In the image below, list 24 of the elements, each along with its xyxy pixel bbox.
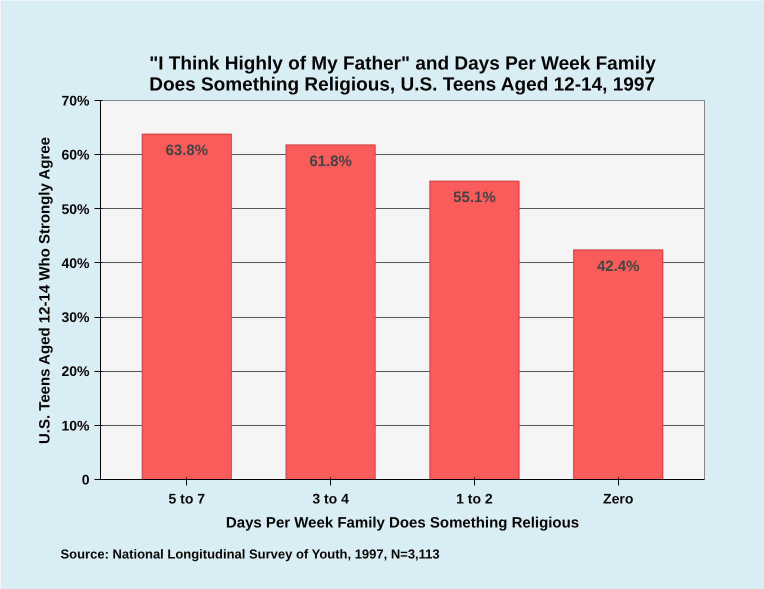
y-tick-label: 60%: [61, 146, 90, 163]
y-tick-label: 10%: [61, 417, 90, 434]
bar: [286, 144, 376, 480]
y-tick-label: 20%: [61, 363, 90, 380]
y-axis-title: U.S. Teens Aged 12-14 Who Strongly Agree: [36, 137, 54, 444]
bar: [573, 249, 664, 480]
data-label: 63.8%: [166, 142, 208, 160]
y-tick-label: 0: [82, 472, 90, 488]
data-label: 55.1%: [453, 189, 496, 206]
source-note: Source: National Longitudinal Survey of Youth, 1997, N=3,113: [60, 546, 440, 562]
x-tick-label: Zero: [603, 490, 634, 506]
y-tick-label: 30%: [61, 309, 90, 326]
x-tick-label: 1 to 2: [456, 490, 493, 506]
bar: [429, 180, 520, 480]
bar: [142, 134, 232, 480]
y-tick-label: 70%: [61, 92, 90, 108]
x-tick-label: 3 to 4: [312, 490, 350, 506]
chart-title: "I Think Highly of My Father" and Days Per Week Family Does Something Religious, U.S. Teens Aged 12-14, 1997: [149, 54, 656, 96]
y-tick-label: 40%: [61, 254, 90, 271]
y-tick-label: 50%: [61, 200, 90, 217]
data-label: 61.8%: [309, 152, 352, 170]
x-tick-label: 5 to 7: [168, 490, 206, 506]
x-axis-title: Days Per Week Family Does Something Religious: [226, 514, 580, 532]
data-label: 42.4%: [596, 258, 640, 275]
